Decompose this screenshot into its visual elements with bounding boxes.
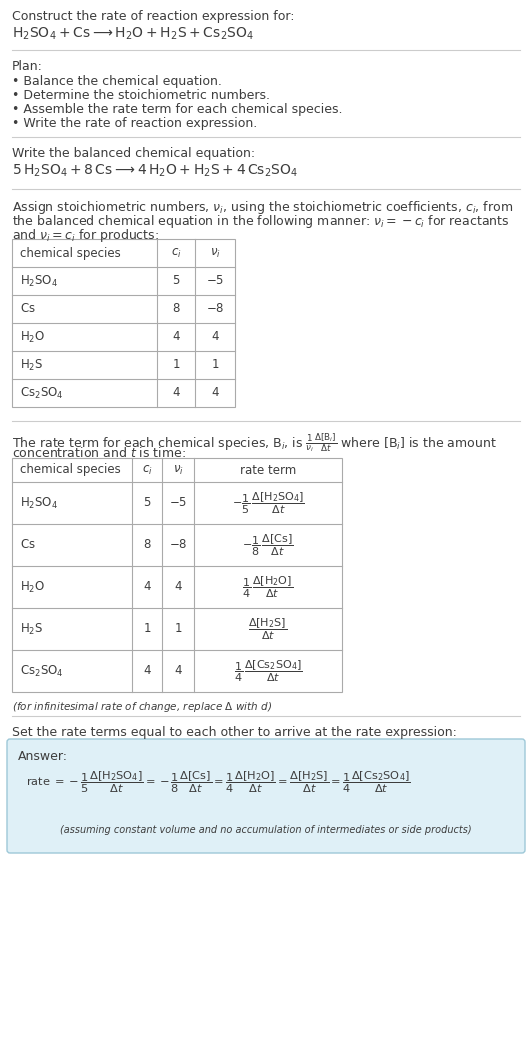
Text: 1: 1 bbox=[174, 622, 182, 636]
Text: $\mathrm{Cs}$: $\mathrm{Cs}$ bbox=[20, 539, 36, 551]
Text: 1: 1 bbox=[211, 359, 219, 371]
Text: $\dfrac{\Delta[\mathrm{H_2S}]}{\Delta t}$: $\dfrac{\Delta[\mathrm{H_2S}]}{\Delta t}… bbox=[249, 616, 288, 642]
Text: $\dfrac{1}{4}\,\dfrac{\Delta[\mathrm{H_2O}]}{\Delta t}$: $\dfrac{1}{4}\,\dfrac{\Delta[\mathrm{H_2… bbox=[243, 574, 294, 599]
Text: Plan:: Plan: bbox=[12, 60, 43, 73]
Text: • Assemble the rate term for each chemical species.: • Assemble the rate term for each chemic… bbox=[12, 103, 342, 116]
Text: The rate term for each chemical species, $\mathrm{B}_i$, is $\frac{1}{\nu_i}\fra: The rate term for each chemical species,… bbox=[12, 431, 497, 454]
Text: $c_i$: $c_i$ bbox=[171, 247, 181, 259]
Text: 8: 8 bbox=[172, 302, 180, 316]
Text: $-\dfrac{1}{5}\,\dfrac{\Delta[\mathrm{H_2SO_4}]}{\Delta t}$: $-\dfrac{1}{5}\,\dfrac{\Delta[\mathrm{H_… bbox=[232, 491, 304, 516]
Text: $\mathrm{H_2S}$: $\mathrm{H_2S}$ bbox=[20, 358, 43, 372]
Text: $\mathrm{H_2O}$: $\mathrm{H_2O}$ bbox=[20, 329, 45, 344]
Text: (for infinitesimal rate of change, replace $\Delta$ with $d$): (for infinitesimal rate of change, repla… bbox=[12, 700, 272, 714]
Bar bbox=[12, 458, 342, 692]
Text: rate $= -\dfrac{1}{5}\dfrac{\Delta[\mathrm{H_2SO_4}]}{\Delta t}= -\dfrac{1}{8}\d: rate $= -\dfrac{1}{5}\dfrac{\Delta[\math… bbox=[26, 769, 411, 795]
FancyBboxPatch shape bbox=[7, 740, 525, 852]
Text: Construct the rate of reaction expression for:: Construct the rate of reaction expressio… bbox=[12, 10, 295, 23]
Text: chemical species: chemical species bbox=[20, 247, 121, 259]
Text: $-8$: $-8$ bbox=[206, 302, 224, 316]
Text: concentration and $t$ is time:: concentration and $t$ is time: bbox=[12, 446, 186, 460]
Text: rate term: rate term bbox=[240, 463, 296, 477]
Text: • Balance the chemical equation.: • Balance the chemical equation. bbox=[12, 75, 222, 88]
Text: $\dfrac{1}{4}\,\dfrac{\Delta[\mathrm{Cs_2SO_4}]}{\Delta t}$: $\dfrac{1}{4}\,\dfrac{\Delta[\mathrm{Cs_… bbox=[234, 658, 302, 684]
Text: $-\dfrac{1}{8}\,\dfrac{\Delta[\mathrm{Cs}]}{\Delta t}$: $-\dfrac{1}{8}\,\dfrac{\Delta[\mathrm{Cs… bbox=[242, 532, 294, 558]
Text: chemical species: chemical species bbox=[20, 463, 121, 477]
Text: $\mathrm{H_2O}$: $\mathrm{H_2O}$ bbox=[20, 579, 45, 594]
Text: $-8$: $-8$ bbox=[169, 539, 187, 551]
Text: 4: 4 bbox=[172, 331, 180, 343]
Text: 4: 4 bbox=[174, 581, 182, 593]
Text: Answer:: Answer: bbox=[18, 750, 68, 763]
Text: 5: 5 bbox=[172, 274, 180, 288]
Text: $\mathrm{H_2S}$: $\mathrm{H_2S}$ bbox=[20, 621, 43, 637]
Text: Assign stoichiometric numbers, $\nu_i$, using the stoichiometric coefficients, $: Assign stoichiometric numbers, $\nu_i$, … bbox=[12, 199, 513, 217]
Text: $\mathrm{Cs}$: $\mathrm{Cs}$ bbox=[20, 302, 36, 316]
Text: $-5$: $-5$ bbox=[206, 274, 224, 288]
Text: 4: 4 bbox=[211, 387, 219, 400]
Text: $\nu_i$: $\nu_i$ bbox=[173, 463, 183, 477]
Text: $\mathrm{5\,H_2SO_4 + 8\,Cs \longrightarrow 4\,H_2O + H_2S + 4\,Cs_2SO_4}$: $\mathrm{5\,H_2SO_4 + 8\,Cs \longrightar… bbox=[12, 163, 298, 180]
Text: 1: 1 bbox=[172, 359, 180, 371]
Text: Write the balanced chemical equation:: Write the balanced chemical equation: bbox=[12, 147, 255, 160]
Text: 4: 4 bbox=[174, 664, 182, 678]
Text: 1: 1 bbox=[143, 622, 151, 636]
Bar bbox=[12, 238, 235, 407]
Text: $-5$: $-5$ bbox=[169, 497, 187, 509]
Text: $\mathrm{Cs_2SO_4}$: $\mathrm{Cs_2SO_4}$ bbox=[20, 663, 64, 679]
Text: 4: 4 bbox=[172, 387, 180, 400]
Text: $\mathrm{Cs_2SO_4}$: $\mathrm{Cs_2SO_4}$ bbox=[20, 385, 64, 401]
Text: Set the rate terms equal to each other to arrive at the rate expression:: Set the rate terms equal to each other t… bbox=[12, 726, 457, 740]
Text: $\mathrm{H_2SO_4}$: $\mathrm{H_2SO_4}$ bbox=[20, 496, 58, 510]
Text: 4: 4 bbox=[211, 331, 219, 343]
Text: 8: 8 bbox=[143, 539, 151, 551]
Text: $\nu_i$: $\nu_i$ bbox=[209, 247, 220, 259]
Text: • Determine the stoichiometric numbers.: • Determine the stoichiometric numbers. bbox=[12, 89, 270, 103]
Text: $\mathrm{H_2SO_4 + Cs \longrightarrow H_2O + H_2S + Cs_2SO_4}$: $\mathrm{H_2SO_4 + Cs \longrightarrow H_… bbox=[12, 26, 254, 43]
Text: • Write the rate of reaction expression.: • Write the rate of reaction expression. bbox=[12, 117, 257, 130]
Text: $c_i$: $c_i$ bbox=[142, 463, 152, 477]
Text: (assuming constant volume and no accumulation of intermediates or side products): (assuming constant volume and no accumul… bbox=[60, 825, 472, 835]
Text: the balanced chemical equation in the following manner: $\nu_i = -c_i$ for react: the balanced chemical equation in the fo… bbox=[12, 213, 509, 230]
Text: $\mathrm{H_2SO_4}$: $\mathrm{H_2SO_4}$ bbox=[20, 273, 58, 289]
Text: 5: 5 bbox=[143, 497, 151, 509]
Text: 4: 4 bbox=[143, 581, 151, 593]
Text: 4: 4 bbox=[143, 664, 151, 678]
Text: and $\nu_i = c_i$ for products:: and $\nu_i = c_i$ for products: bbox=[12, 227, 159, 244]
